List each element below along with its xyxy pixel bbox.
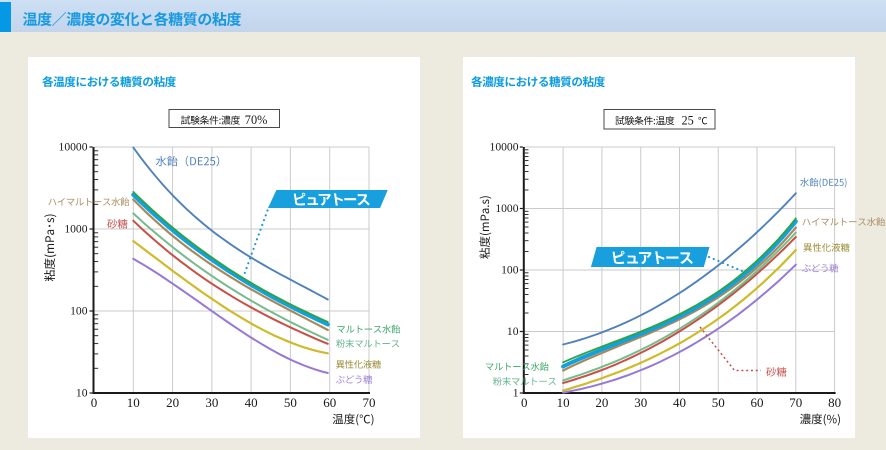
svg-text:70: 70: [789, 395, 802, 410]
svg-text:10: 10: [127, 395, 140, 410]
svg-text:70: 70: [363, 395, 376, 410]
svg-text:10: 10: [76, 386, 88, 399]
svg-text:80: 80: [828, 395, 841, 410]
svg-text:20: 20: [166, 395, 179, 410]
svg-text:10: 10: [507, 325, 519, 338]
svg-text:100: 100: [70, 304, 88, 317]
svg-text:40: 40: [245, 395, 258, 410]
svg-text:60: 60: [323, 395, 336, 410]
svg-text:0: 0: [521, 395, 528, 410]
svg-text:10: 10: [557, 395, 570, 410]
svg-text:100: 100: [501, 263, 519, 276]
svg-text:25: 25: [682, 114, 694, 128]
svg-text:10000: 10000: [59, 140, 88, 153]
svg-text:10000: 10000: [490, 140, 519, 153]
svg-text:40: 40: [673, 395, 686, 410]
svg-text:50: 50: [712, 395, 725, 410]
svg-text:1: 1: [513, 386, 519, 399]
svg-text:30: 30: [634, 395, 647, 410]
svg-text:50: 50: [284, 395, 297, 410]
svg-text:1000: 1000: [64, 222, 87, 235]
svg-text:1000: 1000: [495, 202, 518, 215]
svg-text:30: 30: [205, 395, 218, 410]
svg-text:20: 20: [595, 395, 608, 410]
svg-text:60: 60: [751, 395, 764, 410]
svg-text:70%: 70%: [245, 113, 268, 127]
svg-text:0: 0: [91, 395, 98, 410]
